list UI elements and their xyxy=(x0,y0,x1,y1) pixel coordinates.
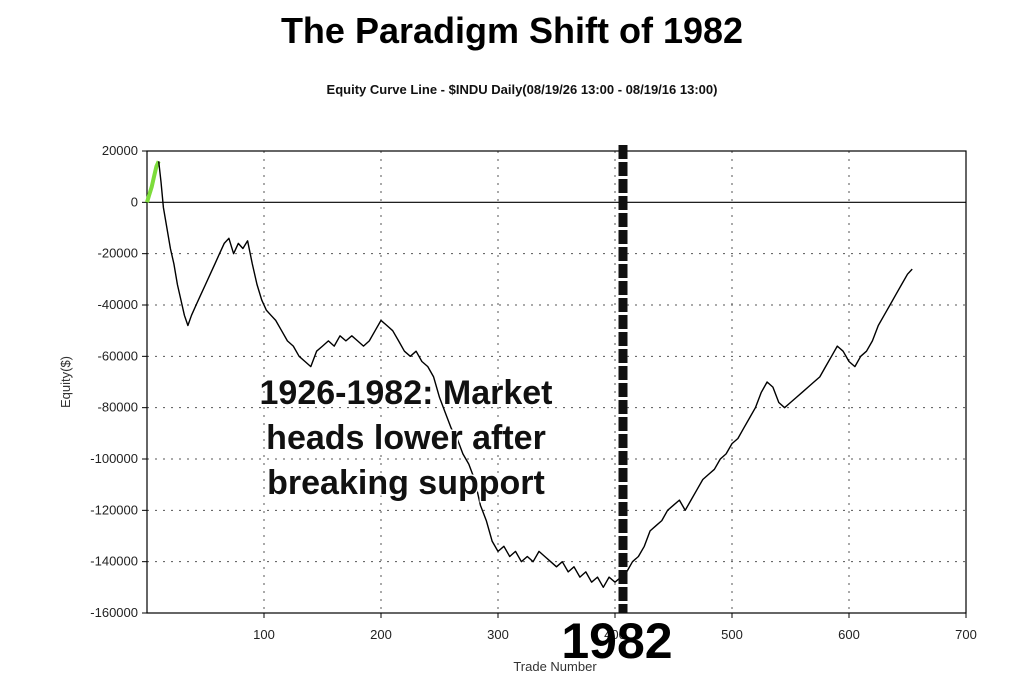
y-tick-label: -40000 xyxy=(98,297,138,312)
x-tick-label: 600 xyxy=(838,627,860,642)
y-tick-label: 0 xyxy=(131,194,138,209)
y-axis-label: Equity($) xyxy=(58,356,73,408)
y-tick-label: -20000 xyxy=(98,246,138,261)
plot-frame xyxy=(146,150,967,614)
y-tick-label: -80000 xyxy=(98,400,138,415)
y-tick-label: -140000 xyxy=(90,554,138,569)
annotation-line: heads lower after xyxy=(266,419,546,457)
annotation-line: breaking support xyxy=(267,464,545,502)
x-tick-label: 200 xyxy=(370,627,392,642)
x-axis-label: Trade Number xyxy=(513,659,597,674)
axes: 20000 0 -20000 -40000 -60000 -80000 -100000 -12… xyxy=(58,143,977,674)
year-marker: 1982 xyxy=(561,145,673,669)
series-line xyxy=(145,160,161,203)
y-tick-label: -60000 xyxy=(98,348,138,363)
y-tick-label: -120000 xyxy=(90,502,138,517)
x-tick-label: 700 xyxy=(955,627,977,642)
x-tick-label: 100 xyxy=(253,627,275,642)
annotation: 1926-1982: Market heads lower after breaki… xyxy=(258,373,554,504)
y-tick-label: 20000 xyxy=(102,143,138,158)
series-line xyxy=(158,161,913,588)
series-lines xyxy=(145,160,913,588)
x-tick-label: 500 xyxy=(721,627,743,642)
page-title: The Paradigm Shift of 1982 xyxy=(280,10,744,51)
x-tick-label: 300 xyxy=(487,627,509,642)
chart-title: Equity Curve Line - $INDU Daily(08/19/26… xyxy=(326,82,718,97)
y-tick-label: -100000 xyxy=(90,451,138,466)
annotation-line: 1926-1982: Market xyxy=(260,374,553,412)
y-tick-label: -160000 xyxy=(90,605,138,620)
marker-label: 1982 xyxy=(561,613,672,669)
x-tick-label: 400 xyxy=(604,627,626,642)
